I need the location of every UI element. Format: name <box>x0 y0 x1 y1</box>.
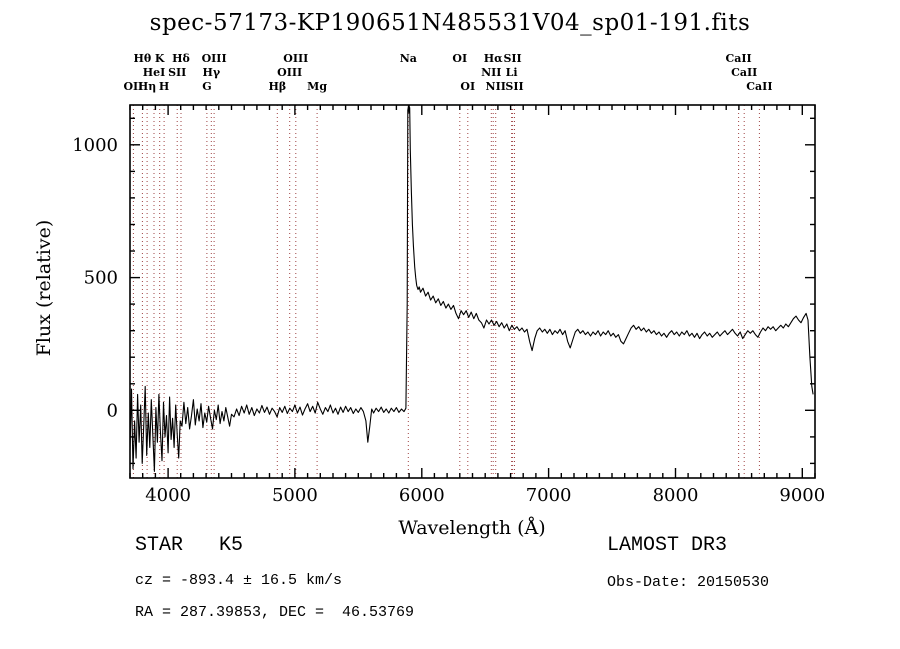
obs-date: Obs-Date: 20150530 <box>607 574 770 591</box>
axis-ticks <box>129 105 816 478</box>
x-tick-label: 5000 <box>272 485 318 506</box>
y-axis-label: Flux (relative) <box>33 219 55 357</box>
spectral-line-label: OI <box>460 80 475 93</box>
spectral-line-label: Hγ <box>202 66 220 79</box>
plot-frame <box>129 104 816 479</box>
x-tick-label: 9000 <box>779 485 825 506</box>
cz-value: cz = -893.4 ± 16.5 km/s <box>135 572 343 589</box>
spectral-line-label: NII <box>486 80 506 93</box>
spectral-line-label: NII <box>481 66 501 79</box>
x-tick-label: 6000 <box>399 485 445 506</box>
ra-dec-value: RA = 287.39853, DEC = 46.53769 <box>135 604 415 621</box>
spectral-line-label: Na <box>400 52 417 65</box>
object-class-label: STAR K5 <box>135 534 244 557</box>
spectral-line-label: Li <box>506 66 518 79</box>
y-tick-label: 500 <box>84 268 118 289</box>
spectral-line-label: OII <box>123 80 143 93</box>
spectral-line-label: Hθ <box>134 52 152 65</box>
spectral-line-label: Hδ <box>172 52 190 65</box>
spectral-line-label: H <box>159 80 169 93</box>
y-tick-label: 1000 <box>72 135 118 156</box>
spectral-line-label: Hα <box>484 52 503 65</box>
spectral-line-label: SII <box>505 80 523 93</box>
spectral-line-label: CaII <box>746 80 772 93</box>
spectral-line-label: Hβ <box>268 80 286 93</box>
spectral-line-label: K <box>155 52 165 65</box>
x-tick-label: 7000 <box>526 485 572 506</box>
spectral-line-label: OI <box>452 52 467 65</box>
spectral-line-label: SII <box>503 52 521 65</box>
y-tick-label: 0 <box>107 400 118 421</box>
spectral-line-label: CaII <box>726 52 752 65</box>
spectral-line-label: OIII <box>202 52 227 65</box>
spectral-line-label: HeI <box>143 66 166 79</box>
x-tick-label: 8000 <box>653 485 699 506</box>
plot-title: spec-57173-KP190651N485531V04_sp01-191.f… <box>149 10 751 36</box>
spectrum-trace <box>129 105 814 472</box>
x-tick-label: 4000 <box>145 485 191 506</box>
spectral-line-label: SII <box>168 66 186 79</box>
spectral-line-label: Mg <box>307 80 327 93</box>
spectral-line-label: Hη <box>138 80 156 93</box>
spectral-line-label: OIII <box>283 52 308 65</box>
survey-label: LAMOST DR3 <box>607 534 728 557</box>
x-tick-labels: 4000 5000 6000 7000 8000 9000 <box>145 485 825 506</box>
y-tick-labels: 0 500 1000 <box>72 135 118 421</box>
spectral-line-label: CaII <box>731 66 757 79</box>
spectral-line-label: G <box>202 80 211 93</box>
x-axis-label: Wavelength (Å) <box>398 517 546 539</box>
spectral-line-label: OIII <box>277 66 302 79</box>
